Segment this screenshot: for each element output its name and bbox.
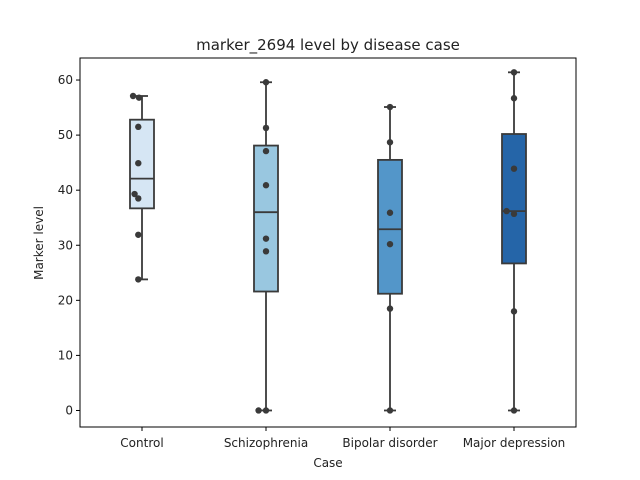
y-tick-label: 30 <box>58 238 73 252</box>
data-point <box>503 207 510 215</box>
data-point <box>386 103 394 111</box>
y-tick-label: 50 <box>58 128 73 142</box>
data-point <box>262 182 270 189</box>
plot-area <box>129 69 527 414</box>
data-point <box>510 308 518 315</box>
data-point <box>386 407 394 414</box>
box-schizophrenia <box>253 144 279 293</box>
data-point <box>386 305 394 312</box>
x-tick-label: Major depression <box>463 436 566 450</box>
data-point <box>510 210 518 218</box>
data-point <box>510 165 518 172</box>
box-bipolar-disorder <box>377 158 403 295</box>
data-point <box>510 95 518 102</box>
data-point <box>135 94 143 101</box>
plot-frame <box>79 57 577 428</box>
data-point <box>135 123 142 131</box>
y-tick-label: 60 <box>58 73 73 87</box>
chart-title: marker_2694 level by disease case <box>196 36 460 55</box>
data-point <box>386 139 394 146</box>
data-point <box>262 235 270 242</box>
data-point <box>262 79 270 86</box>
box-major-depression <box>501 133 527 265</box>
data-point <box>129 92 137 100</box>
x-tick-label: Bipolar disorder <box>342 436 437 450</box>
y-tick-label: 10 <box>58 348 73 362</box>
y-tick-label: 0 <box>65 403 73 417</box>
data-point <box>131 190 138 198</box>
data-point <box>262 147 270 155</box>
data-point <box>135 276 142 283</box>
x-tick-label: Schizophrenia <box>224 436 308 450</box>
data-point <box>386 240 394 248</box>
data-point <box>135 195 142 202</box>
y-tick-label: 20 <box>58 293 73 307</box>
data-point <box>135 231 142 238</box>
data-point <box>255 407 262 414</box>
y-tick-label: 40 <box>58 183 73 197</box>
data-point <box>386 209 394 216</box>
data-point <box>262 248 270 255</box>
y-axis-label: Marker level <box>32 206 46 280</box>
data-point <box>135 159 142 167</box>
x-tick-label: Control <box>120 436 163 450</box>
x-axis-label: Case <box>313 456 342 470</box>
data-point <box>510 407 518 414</box>
data-point <box>262 124 270 132</box>
data-point <box>510 69 518 76</box>
data-point <box>262 407 270 414</box>
